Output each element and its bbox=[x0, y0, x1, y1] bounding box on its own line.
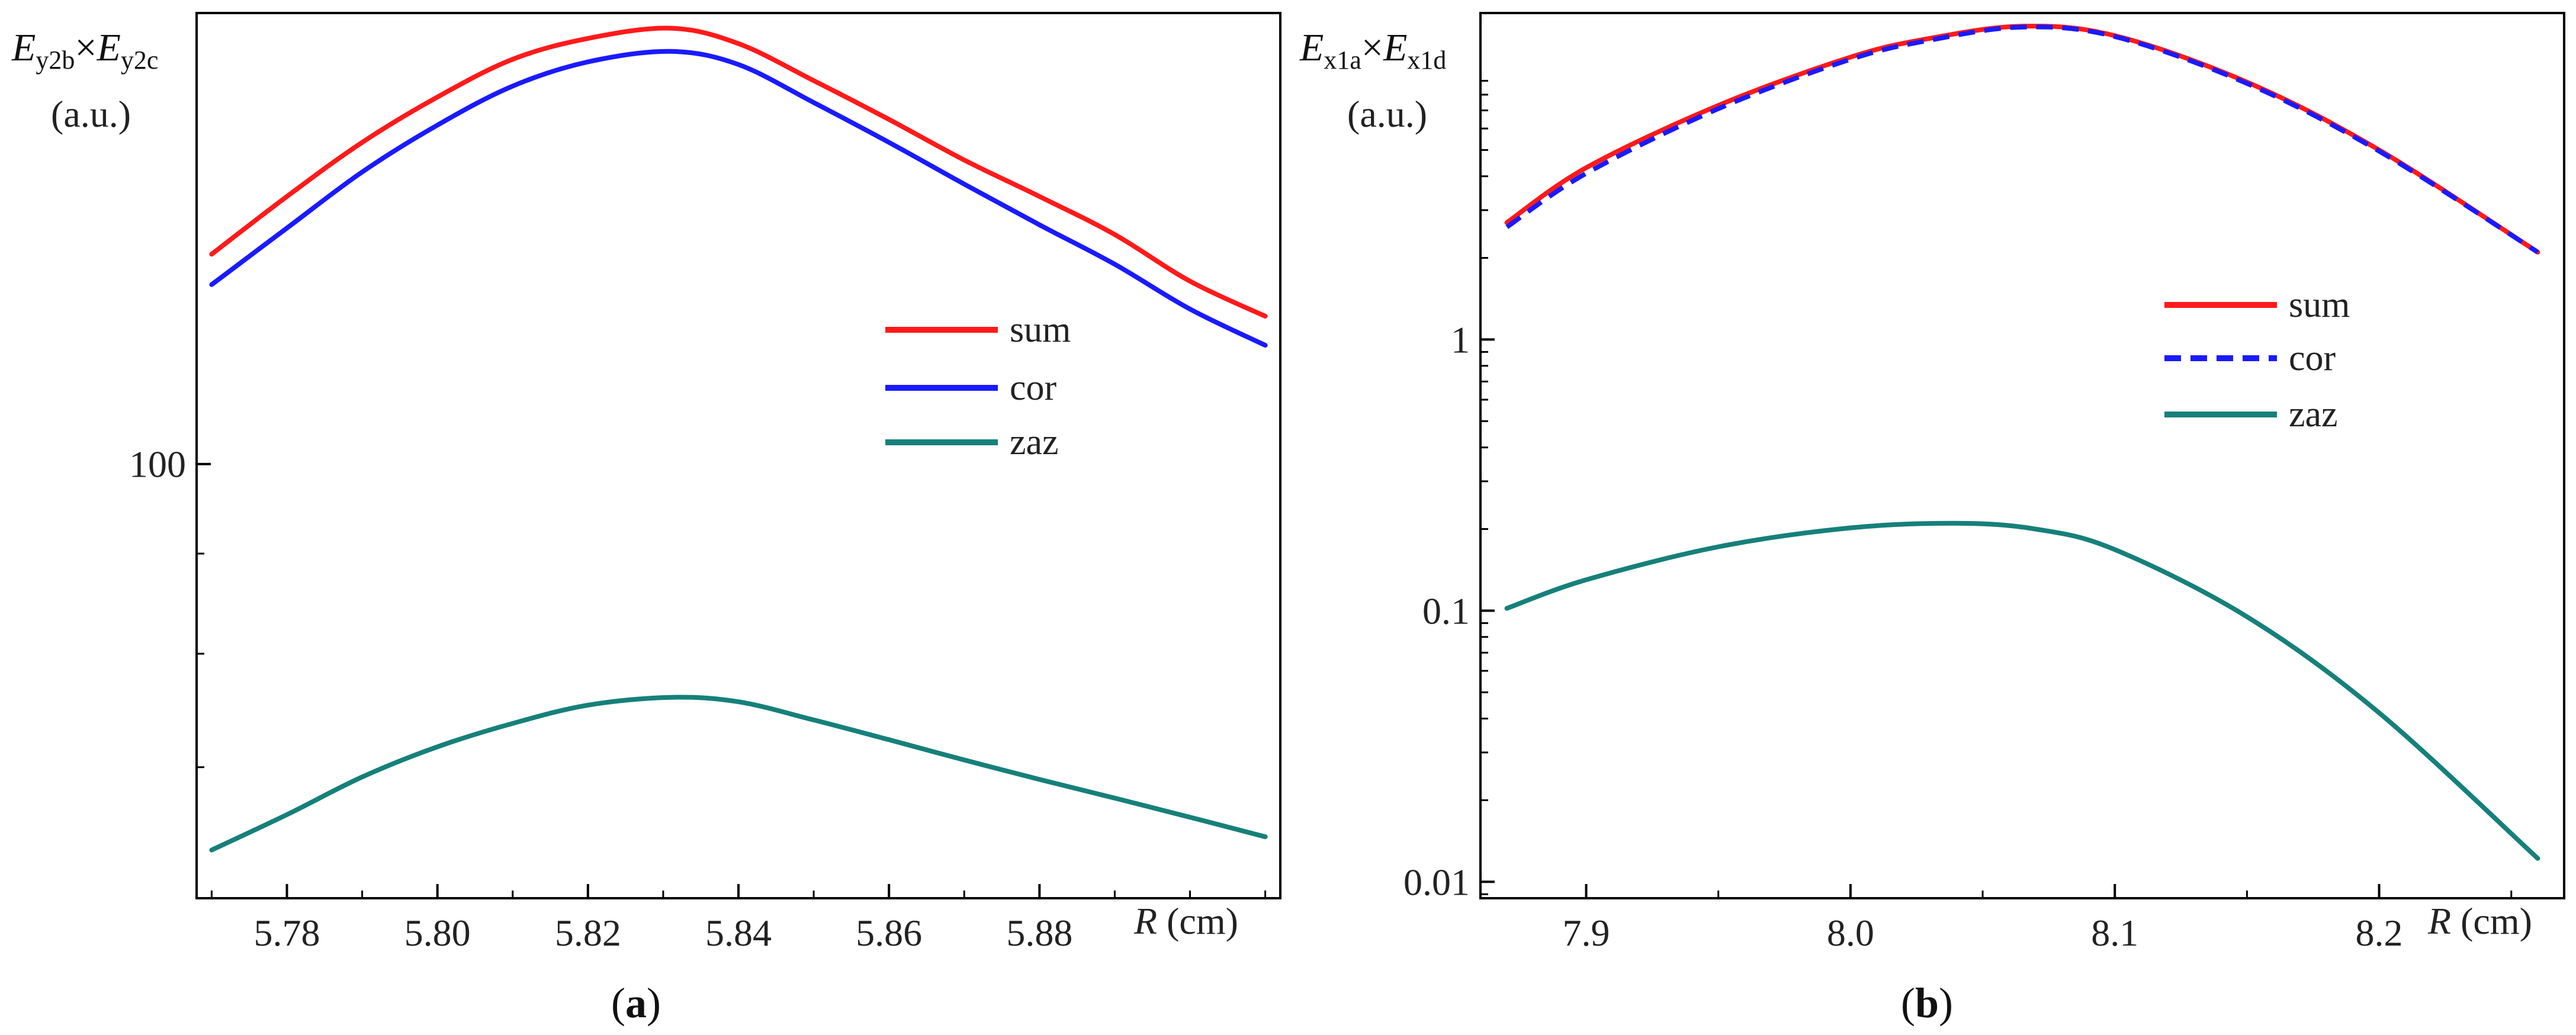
x-tick-label: 5.80 bbox=[404, 912, 471, 954]
x-tick-label: 8.0 bbox=[1827, 912, 1874, 954]
y-minor-ticks-b bbox=[1480, 79, 1488, 895]
plot-frame-b bbox=[1479, 12, 2565, 899]
legend-b: sum cor zaz bbox=[2164, 285, 2350, 435]
x-axis-label-a: R (cm) bbox=[1133, 900, 1238, 942]
y-tick-label: 0.01 bbox=[1403, 861, 1470, 903]
x-tick-label: 5.88 bbox=[1006, 912, 1072, 954]
legend-label-b-zaz: zaz bbox=[2289, 394, 2338, 435]
x-axis-label-b: R (cm) bbox=[2427, 900, 2532, 942]
series-line-cor bbox=[1505, 24, 2539, 255]
y-axis-label-b: Ex1a×Ex1d bbox=[1299, 26, 1446, 75]
legend-label-b-cor: cor bbox=[2289, 338, 2336, 378]
x-tick-label: 5.82 bbox=[555, 912, 621, 954]
legend-label-a-sum: sum bbox=[1010, 310, 1071, 350]
legend-label-b-sum: sum bbox=[2289, 285, 2350, 325]
legend-label-a-cor: cor bbox=[1010, 368, 1057, 408]
y-tick-label: 100 bbox=[129, 443, 186, 486]
series-line-zaz bbox=[209, 695, 1268, 853]
y-tick-label: 1 bbox=[1451, 319, 1470, 361]
x-ticks-a: 5.78 5.80 5.82 5.84 5.86 5.88 bbox=[210, 884, 1267, 954]
y-axis-unit-b: (a.u.) bbox=[1347, 93, 1427, 135]
x-tick-label: 5.86 bbox=[856, 912, 922, 954]
y-tick-label: 0.1 bbox=[1422, 590, 1470, 632]
y-ticks-a: 100 bbox=[129, 443, 211, 486]
series-group-a bbox=[209, 25, 1268, 853]
x-tick-label: 8.2 bbox=[2356, 912, 2403, 954]
series-line-zaz bbox=[1504, 520, 2540, 861]
x-tick-label: 8.1 bbox=[2091, 912, 2138, 954]
series-line-sum bbox=[209, 25, 1268, 319]
panel-label-a: (a) bbox=[611, 979, 661, 1027]
x-tick-label: 7.9 bbox=[1563, 912, 1610, 954]
x-ticks-b: 7.9 8.0 8.1 8.2 bbox=[1563, 884, 2513, 954]
y-minor-ticks-a bbox=[197, 552, 204, 769]
panel-label-b: (b) bbox=[1901, 979, 1953, 1027]
series-line-sum bbox=[1504, 24, 2540, 255]
panel-a: 5.78 5.80 5.82 5.84 5.86 5.88 100 Ey2b×Ey2c (… bbox=[11, 12, 1281, 1027]
x-tick-label: 5.84 bbox=[705, 912, 772, 954]
y-axis-unit-a: (a.u.) bbox=[51, 93, 131, 135]
x-tick-label: 5.78 bbox=[254, 912, 320, 954]
legend-label-a-zaz: zaz bbox=[1010, 422, 1059, 462]
legend-a: sum cor zaz bbox=[885, 310, 1071, 462]
y-axis-label-a: Ey2b×Ey2c bbox=[11, 26, 158, 75]
y-ticks-b: 0.01 0.1 1 bbox=[1403, 319, 1495, 903]
series-line-cor bbox=[209, 49, 1268, 348]
series-group-b bbox=[1504, 24, 2540, 861]
panel-b: 7.9 8.0 8.1 8.2 0.01 0.1 1 Ex1a×Ex1d (a.u.) R… bbox=[1299, 12, 2565, 1027]
